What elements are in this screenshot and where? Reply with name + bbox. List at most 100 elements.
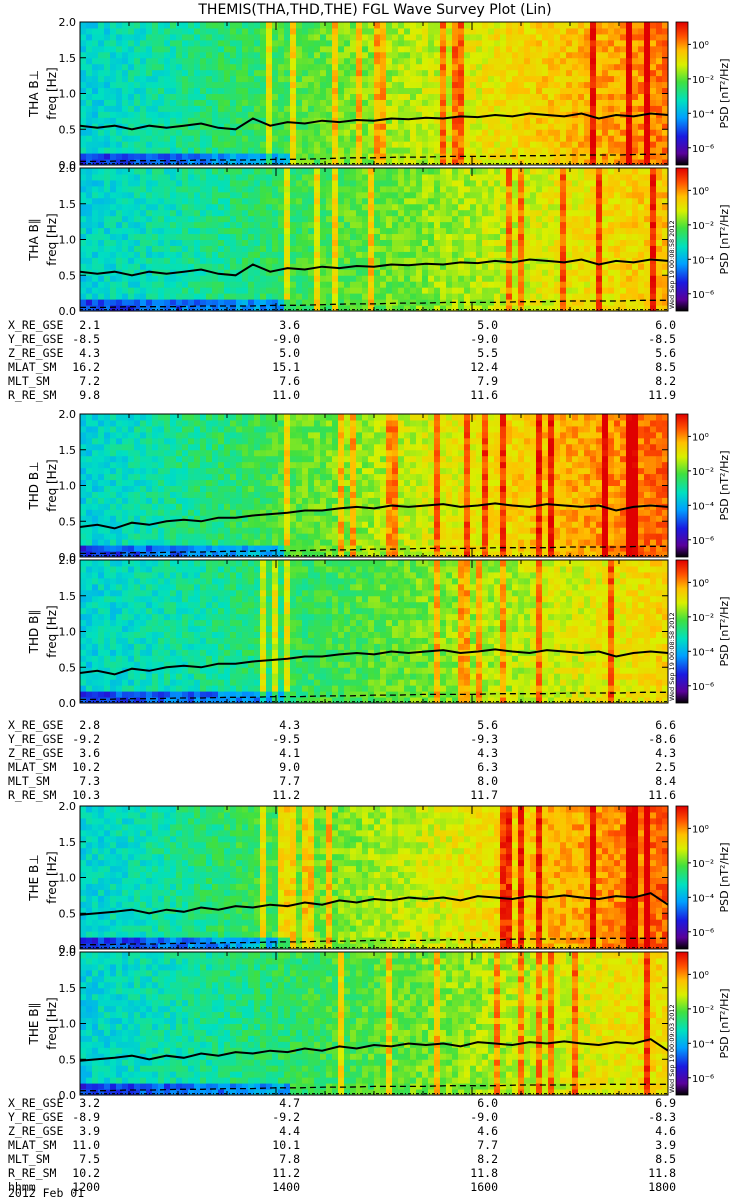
heatmap-cell xyxy=(518,173,525,181)
heatmap-cell xyxy=(194,233,201,240)
heatmap-cell xyxy=(254,275,261,282)
heatmap-cell xyxy=(116,509,123,516)
heatmap-cell xyxy=(140,129,147,136)
heatmap-cell xyxy=(170,257,177,264)
heatmap-cell xyxy=(332,185,339,193)
heatmap-cell xyxy=(446,135,453,142)
heatmap-cell xyxy=(548,123,555,130)
heatmap-cell xyxy=(482,147,489,154)
heatmap-cell xyxy=(584,197,591,205)
heatmap-cell xyxy=(560,168,567,175)
heatmap-cell xyxy=(140,39,147,47)
heatmap-cell xyxy=(110,425,117,433)
heatmap-cell xyxy=(656,51,663,59)
heatmap-cell xyxy=(284,99,291,106)
heatmap-cell xyxy=(260,69,267,77)
heatmap-cell xyxy=(194,22,201,29)
heatmap-cell xyxy=(404,45,411,53)
heatmap-cell xyxy=(626,105,633,112)
heatmap-cell xyxy=(206,87,213,94)
heatmap-cell xyxy=(512,191,519,199)
heatmap-cell xyxy=(536,203,543,211)
heatmap-cell xyxy=(470,293,477,300)
heatmap-cell xyxy=(560,245,567,252)
heatmap-cell xyxy=(260,147,267,154)
heatmap-cell xyxy=(584,299,591,306)
heatmap-cell xyxy=(362,239,369,246)
heatmap-cell xyxy=(662,203,669,211)
heatmap-cell xyxy=(530,105,537,112)
heatmap-cell xyxy=(434,263,441,270)
heatmap-cell xyxy=(356,111,363,118)
heatmap-cell xyxy=(326,287,333,294)
heatmap-cell xyxy=(326,299,333,306)
heatmap-cell xyxy=(104,437,111,445)
heatmap-cell xyxy=(176,197,183,205)
heatmap-cell xyxy=(164,209,171,217)
heatmap-cell xyxy=(332,251,339,258)
heatmap-cell xyxy=(134,159,141,166)
heatmap-cell xyxy=(320,39,327,47)
heatmap-cell xyxy=(470,87,477,94)
heatmap-cell xyxy=(530,239,537,246)
heatmap-cell xyxy=(272,57,279,65)
heatmap-cell xyxy=(134,87,141,94)
heatmap-cell xyxy=(536,87,543,94)
heatmap-cell xyxy=(362,93,369,100)
heatmap-cell xyxy=(188,203,195,211)
heatmap-cell xyxy=(158,251,165,258)
heatmap-cell xyxy=(446,293,453,300)
heatmap-cell xyxy=(656,22,663,29)
heatmap-cell xyxy=(656,129,663,136)
heatmap-cell xyxy=(458,233,465,240)
heatmap-cell xyxy=(602,185,609,193)
heatmap-cell xyxy=(122,233,129,240)
heatmap-cell xyxy=(146,63,153,71)
heatmap-cell xyxy=(620,22,627,29)
heatmap-cell xyxy=(290,209,297,217)
heatmap-cell xyxy=(614,81,621,89)
heatmap-cell xyxy=(110,111,117,118)
heatmap-cell xyxy=(626,305,633,312)
heatmap-cell xyxy=(92,473,99,481)
heatmap-cell xyxy=(572,63,579,71)
heatmap-cell xyxy=(566,185,573,193)
heatmap-cell xyxy=(440,275,447,282)
heatmap-cell xyxy=(380,141,387,148)
heatmap-cell xyxy=(260,93,267,100)
heatmap-cell xyxy=(218,179,225,187)
heatmap-cell xyxy=(344,27,351,35)
heatmap-cell xyxy=(86,449,93,457)
heatmap-cell xyxy=(608,179,615,187)
heatmap-cell xyxy=(422,227,429,235)
heatmap-cell xyxy=(242,185,249,193)
heatmap-cell xyxy=(536,287,543,294)
heatmap-cell xyxy=(518,179,525,187)
heatmap-cell xyxy=(626,99,633,106)
heatmap-cell xyxy=(86,111,93,118)
heatmap-cell xyxy=(506,111,513,118)
heatmap-cell xyxy=(494,45,501,53)
heatmap-cell xyxy=(218,209,225,217)
heatmap-cell xyxy=(578,209,585,217)
heatmap-cell xyxy=(656,251,663,258)
heatmap-cell xyxy=(446,69,453,77)
heatmap-cell xyxy=(554,81,561,89)
heatmap-cell xyxy=(320,111,327,118)
heatmap-cell xyxy=(446,185,453,193)
heatmap-cell xyxy=(134,203,141,211)
heatmap-cell xyxy=(380,39,387,47)
heatmap-cell xyxy=(482,239,489,246)
heatmap-cell xyxy=(416,99,423,106)
heatmap-cell xyxy=(422,305,429,312)
heatmap-cell xyxy=(326,179,333,187)
heatmap-cell xyxy=(206,299,213,306)
heatmap-cell xyxy=(80,239,87,246)
heatmap-cell xyxy=(374,63,381,71)
heatmap-cell xyxy=(128,99,135,106)
heatmap-cell xyxy=(470,159,477,166)
heatmap-cell xyxy=(152,281,159,288)
heatmap-cell xyxy=(188,251,195,258)
heatmap-cell xyxy=(236,215,243,223)
heatmap-cell xyxy=(164,227,171,235)
